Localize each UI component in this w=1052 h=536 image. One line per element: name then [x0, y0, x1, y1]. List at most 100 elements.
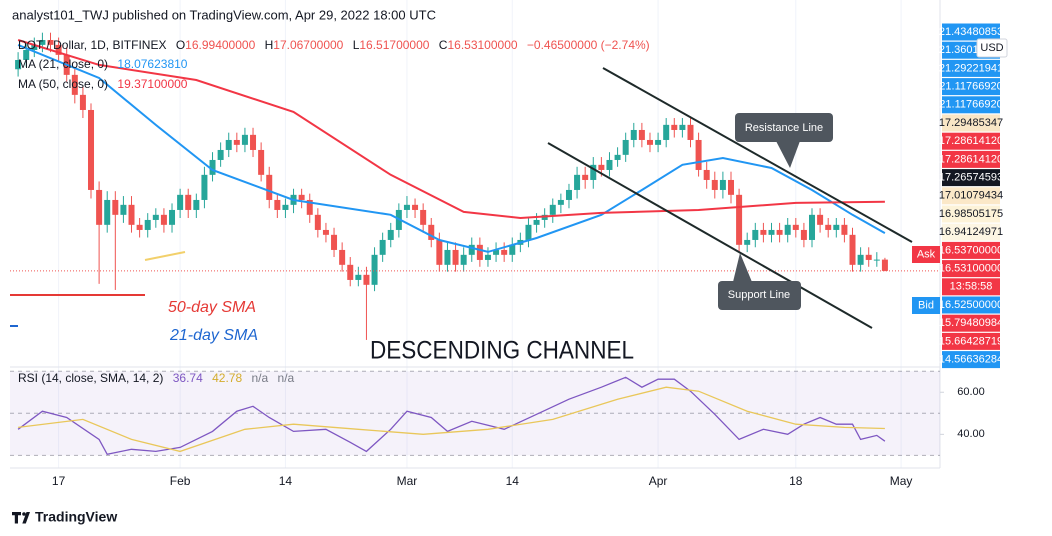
ma-name: MA (21, close, 0) — [18, 57, 108, 71]
x-tick-label: 14 — [279, 474, 293, 488]
candle-body — [760, 229, 767, 235]
price-label-box — [942, 332, 1000, 350]
candle-body — [428, 224, 435, 240]
candle-body — [622, 139, 629, 155]
candle-body — [833, 224, 840, 230]
candle-body — [792, 224, 799, 230]
price-label-box — [942, 296, 1000, 314]
candle-body — [347, 264, 354, 280]
rsi-name: RSI (14, close, SMA, 14, 2) — [18, 371, 163, 385]
candle-body — [96, 189, 103, 225]
change: −0.46500000 (−2.74%) — [527, 38, 650, 52]
price-label-box — [942, 241, 1000, 259]
candle-body — [233, 139, 240, 145]
support-line — [547, 142, 873, 329]
candle-body — [436, 239, 443, 265]
resistance-callout: Resistance Line — [735, 113, 833, 168]
candle-body — [258, 149, 265, 175]
price-axis: 17 Feb 14 Mar 14 Apr 18 May21.4348085321.360144… — [52, 23, 1008, 488]
x-tick-label: 18 — [789, 474, 803, 488]
candle-body — [549, 204, 556, 215]
candle-body — [614, 154, 621, 160]
candle-body — [371, 254, 378, 285]
candle-body — [144, 219, 151, 230]
candle-body — [574, 174, 581, 190]
candle-body — [533, 219, 540, 225]
candle-body — [452, 249, 459, 265]
y-tick-label: 60.00 — [957, 386, 985, 398]
candle-body — [768, 229, 775, 235]
ask-label: Ask — [917, 248, 936, 260]
price-label: 15.66428719 — [939, 335, 1003, 347]
price-label-box — [942, 278, 1000, 296]
candle-body — [39, 39, 46, 45]
candle-body — [152, 214, 159, 220]
candle-body — [241, 134, 248, 145]
ma-name: MA (50, close, 0) — [18, 77, 108, 91]
candle-body — [331, 234, 338, 250]
rsi-line — [18, 386, 885, 453]
candle-body — [298, 194, 305, 200]
currency-box — [976, 38, 1008, 58]
price-label: 13:58:58 — [950, 281, 993, 293]
price-label: 21.11766920 — [939, 81, 1002, 93]
moving-averages — [17, 39, 886, 253]
candle-body — [306, 199, 313, 215]
logo-mark — [12, 512, 21, 524]
candle-body — [79, 94, 86, 110]
candle-body — [460, 254, 467, 265]
moving-average-line — [17, 39, 885, 220]
price-label-box — [942, 169, 1000, 187]
candle-body — [444, 249, 451, 265]
candle-body — [160, 214, 167, 225]
candle-body — [817, 214, 824, 225]
na-value: n/a — [278, 371, 295, 385]
x-tick-label: Feb — [170, 474, 191, 488]
price-label-box — [942, 260, 1000, 278]
candle-body — [493, 249, 500, 255]
x-tick-label: Mar — [397, 474, 418, 488]
price-label: 17.28614120 — [939, 153, 1003, 165]
candle-body — [322, 229, 329, 235]
candle-body — [104, 199, 111, 225]
ohlc-key: C — [439, 38, 448, 52]
price-label: 14.56636284 — [939, 354, 1003, 366]
candle-body — [412, 204, 419, 210]
candle-body — [355, 274, 362, 280]
candle-body — [88, 109, 95, 190]
candle-body — [120, 204, 127, 215]
candle-body — [849, 234, 856, 265]
rsi-sma-value: 42.78 — [212, 371, 242, 385]
candle-body — [525, 224, 532, 240]
candle-body — [468, 244, 475, 255]
price-label-box — [942, 314, 1000, 332]
candle-body — [314, 214, 321, 230]
candle-body — [671, 124, 678, 130]
candle-body — [711, 179, 718, 190]
price-label: 17.29485347 — [939, 117, 1003, 129]
price-label-box — [942, 187, 1000, 205]
candle-body — [250, 134, 257, 150]
candle-body — [776, 229, 783, 235]
candle-body — [752, 229, 759, 240]
candle-body — [379, 239, 386, 255]
candle-body — [484, 254, 491, 260]
candle-body — [598, 164, 605, 170]
price-label-box — [942, 205, 1000, 223]
candle-body — [23, 49, 30, 60]
candle-body — [719, 179, 726, 190]
candle-body — [339, 249, 346, 265]
candle-body — [565, 189, 572, 200]
candle-body — [47, 39, 54, 45]
candle-body — [679, 124, 686, 130]
candle-body — [193, 199, 200, 210]
candle-body — [590, 164, 597, 180]
candle-body — [727, 179, 734, 195]
candle-body — [638, 129, 645, 140]
currency-label: USD — [980, 42, 1003, 54]
candle-body — [784, 224, 791, 235]
ohlc-key: L — [353, 38, 360, 52]
price-label-box — [942, 351, 1000, 369]
candle-body — [71, 74, 78, 95]
